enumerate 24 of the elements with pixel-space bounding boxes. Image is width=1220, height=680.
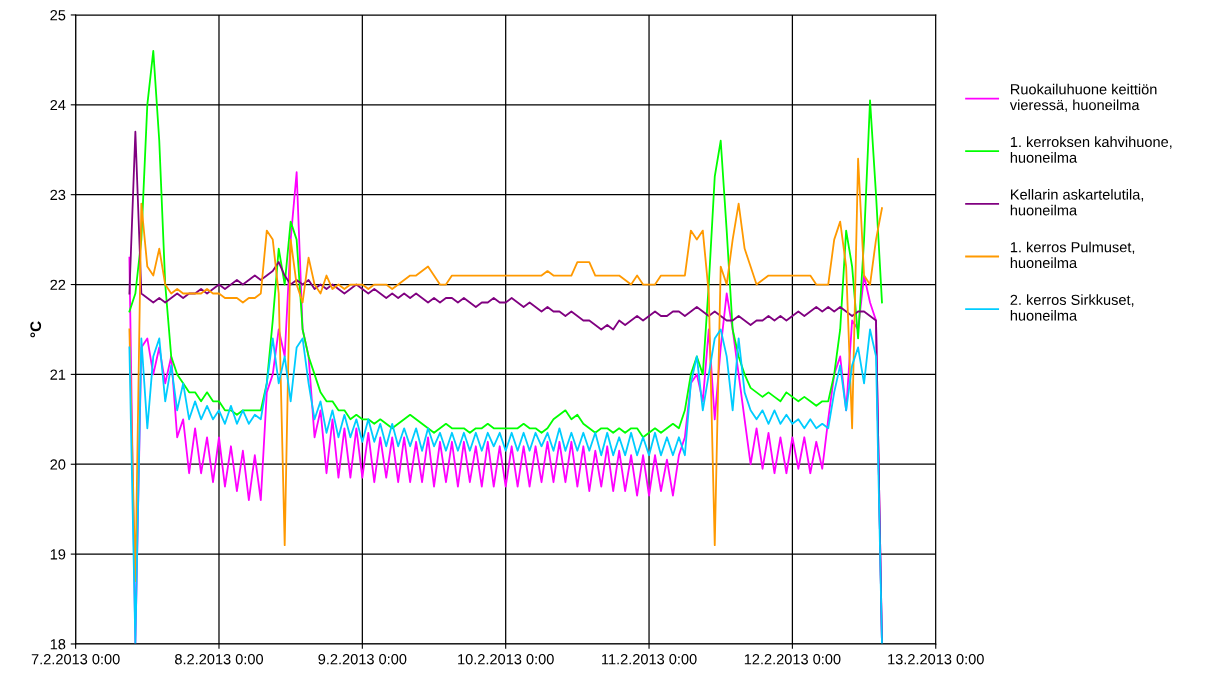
legend-label: 2. kerros Sirkkuset, huoneilma: [1010, 294, 1134, 321]
y-tick-label: 19: [50, 549, 66, 560]
y-tick-label: 22: [50, 279, 66, 290]
legend-label: 1. kerroksen kahvihuone, huoneilma: [1010, 136, 1172, 163]
line-series: [128, 157, 883, 582]
x-tick-label: 11.2.2013 0:00: [602, 654, 697, 665]
x-tick-label: 7.2.2013 0:00: [31, 654, 120, 665]
y-tick-label: 23: [50, 189, 66, 201]
line-series: [128, 328, 883, 644]
x-tick-label: 12.2.2013 0:00: [744, 654, 841, 665]
y-tick-label: 25: [50, 10, 66, 21]
y-tick-label: 21: [50, 369, 66, 380]
x-tick-label: 13.2.2013 0:00: [888, 654, 984, 665]
legend-label: 1. kerros Pulmuset, huoneilma: [1010, 241, 1135, 269]
x-tick-label: 10.2.2013 0:00: [458, 654, 554, 665]
x-tick-label: 9.2.2013 0:00: [318, 654, 407, 665]
y-tick-label: 20: [50, 459, 66, 470]
legend-label: Ruokailuhuone keittiön vieressä, huoneilma: [1009, 83, 1157, 112]
y-axis-title: °C: [30, 321, 42, 338]
legend-label: Kellarin askartelutila, huoneilma: [1010, 189, 1144, 216]
y-tick-label: 18: [50, 639, 66, 650]
y-tick-label: 24: [50, 99, 66, 111]
line-series: [128, 49, 883, 439]
x-tick-label: 8.2.2013 0:00: [175, 654, 264, 665]
